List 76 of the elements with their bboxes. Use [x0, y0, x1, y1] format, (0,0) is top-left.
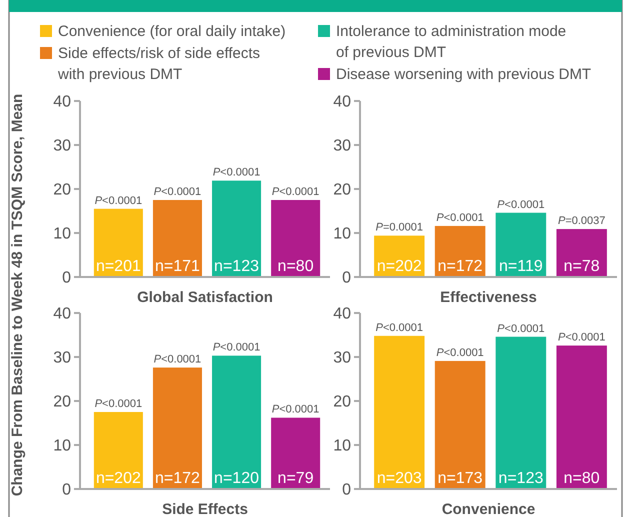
annotation: n=120: [214, 470, 260, 487]
y-tick-label: 0: [62, 270, 72, 287]
y-tick-label: 40: [53, 94, 72, 111]
bar: [94, 412, 143, 489]
y-tick-label: 0: [342, 482, 352, 499]
annotation: n=123: [214, 258, 260, 275]
annotation: n=79: [278, 470, 314, 487]
annotation: n=201: [96, 258, 141, 275]
annotation: P<0.0001: [497, 322, 545, 335]
bar: [152, 200, 202, 277]
annotation: P<0.0001: [94, 398, 142, 410]
y-tick-label: 0: [62, 482, 72, 499]
annotation: P<0.0001: [272, 404, 320, 416]
annotation: P<0.0001: [436, 346, 484, 359]
annotation: n=123: [498, 470, 544, 487]
bar: [556, 346, 607, 489]
bar: [434, 226, 486, 277]
annotation: n=202: [376, 258, 422, 275]
y-tick-label: 10: [53, 438, 72, 455]
y-tick-label: 20: [333, 182, 352, 199]
y-tick-label: 40: [53, 306, 72, 323]
annotation: P<0.0001: [558, 332, 606, 344]
y-tick-label: 40: [333, 94, 352, 111]
legend-label: Disease worsening with previous DMT: [336, 66, 592, 83]
y-tick-label: 30: [333, 138, 352, 155]
bar: [496, 336, 546, 489]
y-axis-title: Change From Baseline to Week 48 in TSQM Score, Mean: [9, 94, 26, 496]
y-tick-label: 20: [53, 182, 72, 199]
annotation: n=203: [376, 470, 422, 487]
legend-label: Side effects/risk of side effects with previous DMT: [57, 45, 260, 83]
annotation: P<0.0001: [212, 342, 260, 354]
annotation: P=0.0037: [558, 215, 606, 228]
bar: [212, 180, 262, 277]
bar: [152, 368, 202, 489]
y-tick-label: 0: [342, 270, 352, 287]
bar: [434, 360, 486, 489]
y-tick-label: 20: [333, 394, 352, 411]
y-tick-label: 30: [53, 138, 72, 155]
annotation: n=80: [278, 258, 314, 275]
annotation: P=0.0001: [376, 222, 424, 234]
y-tick-label: 10: [333, 438, 352, 455]
annotation: P<0.0001: [436, 212, 484, 224]
annotation: n=172: [155, 470, 200, 487]
y-tick-label: 30: [333, 350, 352, 367]
legend-label: Convenience (for oral daily intake): [58, 23, 286, 40]
annotation: n=171: [155, 258, 200, 275]
annotation: P<0.0001: [94, 194, 142, 207]
legend-label: Intolerance to administration mode of previous DMT: [336, 23, 566, 61]
x-axis-title: Effectiveness: [440, 289, 537, 306]
bar: [271, 418, 320, 489]
annotation: P<0.0001: [376, 322, 424, 334]
annotation: n=202: [96, 470, 141, 487]
x-axis-title: Side Effects: [162, 501, 248, 517]
annotation: P<0.0001: [497, 198, 545, 211]
bar: [374, 336, 425, 489]
bar: [556, 229, 607, 277]
y-tick-label: 20: [53, 394, 72, 411]
annotation: n=172: [438, 258, 483, 275]
annotation: n=119: [499, 258, 543, 275]
annotation: P<0.0001: [154, 186, 202, 198]
annotation: P<0.0001: [212, 166, 260, 179]
annotation: n=80: [564, 470, 600, 487]
bar: [271, 200, 320, 277]
x-axis-title: Convenience: [442, 501, 536, 517]
y-tick-label: 10: [333, 226, 352, 243]
annotation: n=78: [564, 258, 600, 275]
annotation: P<0.0001: [154, 354, 202, 366]
annotation: n=173: [438, 470, 483, 487]
bar: [94, 208, 143, 277]
bar: [212, 356, 262, 489]
x-axis-title: Global Satisfaction: [137, 289, 273, 306]
y-tick-label: 10: [53, 226, 72, 243]
y-tick-label: 30: [53, 350, 72, 367]
y-tick-label: 40: [333, 306, 352, 323]
annotation: P<0.0001: [272, 186, 320, 198]
bar: [496, 212, 546, 277]
